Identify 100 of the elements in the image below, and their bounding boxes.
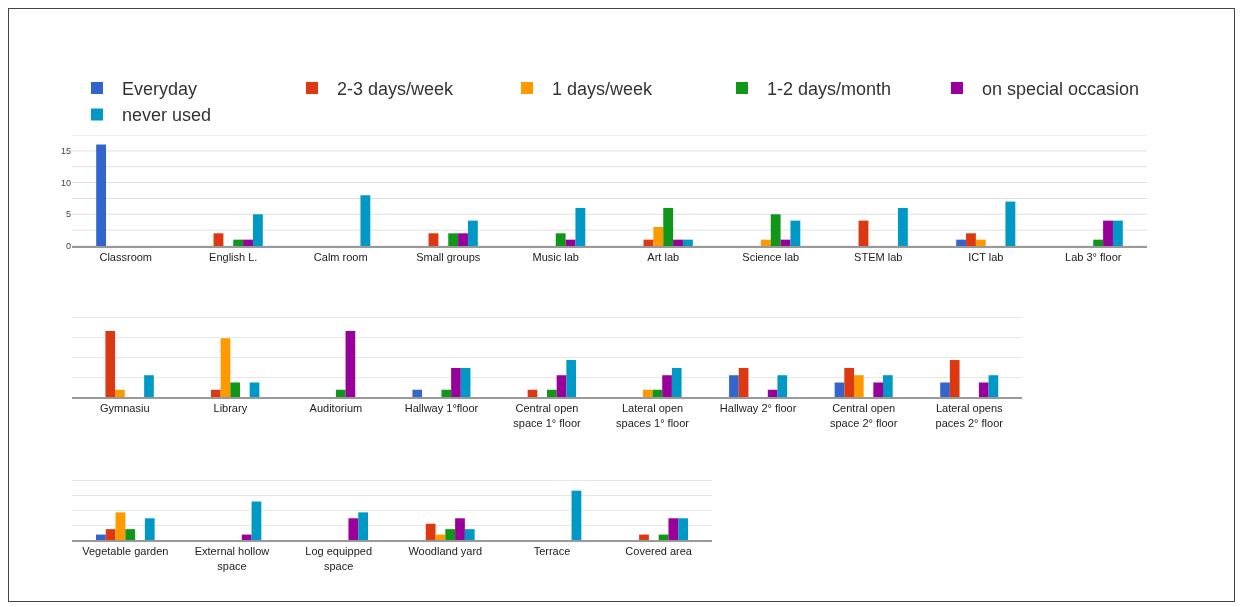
x-tick-label: Vegetable garden bbox=[82, 545, 169, 558]
y-tick-label: 5 bbox=[65, 209, 71, 220]
legend-label: Everyday bbox=[122, 79, 198, 99]
bar bbox=[652, 389, 663, 397]
bar bbox=[949, 360, 960, 397]
bar bbox=[678, 518, 688, 540]
bar bbox=[1005, 201, 1016, 246]
bar bbox=[345, 331, 356, 397]
bar bbox=[115, 389, 125, 397]
bar bbox=[858, 220, 869, 246]
bar bbox=[252, 214, 263, 246]
bar bbox=[358, 512, 368, 540]
x-tick-label: Art lab bbox=[647, 251, 680, 264]
bar bbox=[1093, 239, 1104, 246]
bar bbox=[547, 389, 557, 397]
bar bbox=[210, 389, 221, 397]
legend-label: 1-2 days/month bbox=[767, 79, 892, 99]
bar bbox=[883, 375, 893, 397]
bar bbox=[897, 207, 908, 246]
legend-label: on special occasion bbox=[982, 79, 1140, 99]
bar bbox=[115, 512, 126, 540]
bar bbox=[575, 207, 586, 246]
bar bbox=[458, 233, 468, 246]
x-tick-label: Woodland yard bbox=[408, 545, 483, 558]
bar bbox=[233, 239, 244, 246]
bar bbox=[671, 367, 682, 397]
bar bbox=[956, 239, 967, 246]
x-tick-label: Classroom bbox=[99, 251, 153, 264]
bar bbox=[451, 367, 461, 397]
bar bbox=[642, 389, 653, 397]
bar bbox=[105, 529, 116, 540]
legend-label: never used bbox=[122, 105, 212, 126]
bar bbox=[230, 382, 241, 397]
bar bbox=[144, 518, 155, 540]
bar bbox=[360, 195, 371, 246]
legend-label: 2-3 days/week bbox=[337, 79, 455, 99]
x-tick-label: Library bbox=[213, 402, 248, 415]
x-tick-label: Lateral open spaces 1° floor bbox=[616, 402, 690, 429]
bar bbox=[125, 529, 136, 540]
x-tick-label: Music lab bbox=[532, 251, 579, 264]
y-tick-label: 15 bbox=[60, 146, 71, 157]
bar bbox=[940, 382, 950, 397]
bar bbox=[464, 529, 475, 540]
bar bbox=[428, 233, 439, 246]
bar bbox=[556, 375, 567, 397]
bar bbox=[425, 523, 436, 540]
x-tick-label: ICT lab bbox=[968, 251, 1004, 264]
bar bbox=[729, 375, 739, 397]
bar bbox=[445, 529, 456, 540]
bar bbox=[767, 389, 778, 397]
x-tick-label: Lateral opens paces 2° floor bbox=[935, 402, 1004, 429]
x-tick-label: STEM lab bbox=[854, 251, 903, 264]
bar bbox=[988, 375, 999, 397]
x-tick-label: Central open space 2° floor bbox=[829, 402, 898, 429]
bar bbox=[220, 338, 231, 397]
y-tick-label: 0 bbox=[65, 241, 71, 252]
bar bbox=[790, 220, 801, 246]
bar bbox=[441, 389, 452, 397]
x-tick-label: Terrace bbox=[533, 545, 571, 558]
bar bbox=[777, 375, 788, 397]
bar bbox=[335, 389, 346, 397]
legend-label: 1 days/week bbox=[552, 79, 654, 99]
bar bbox=[639, 534, 649, 540]
bar bbox=[844, 367, 854, 397]
bar bbox=[966, 233, 976, 246]
bar bbox=[571, 490, 582, 540]
bar bbox=[96, 534, 106, 540]
bar bbox=[738, 367, 749, 397]
bar bbox=[1103, 220, 1113, 246]
x-tick-label: Hallway 1°floor bbox=[404, 402, 479, 415]
x-tick-label: Small groups bbox=[416, 251, 481, 264]
bar bbox=[96, 144, 107, 246]
bar bbox=[653, 226, 664, 246]
bar bbox=[348, 518, 359, 540]
x-tick-label: English L. bbox=[209, 251, 258, 264]
bar bbox=[105, 331, 116, 397]
bar bbox=[873, 382, 884, 397]
bar bbox=[527, 389, 538, 397]
bar bbox=[448, 233, 459, 246]
bar bbox=[668, 518, 679, 540]
bar bbox=[853, 375, 864, 397]
bar bbox=[682, 239, 693, 246]
bar bbox=[760, 239, 771, 246]
x-tick-label: Log equipped space bbox=[305, 545, 373, 572]
bar bbox=[770, 214, 781, 246]
bar bbox=[1112, 220, 1123, 246]
y-tick-label: 10 bbox=[60, 177, 71, 188]
bar bbox=[978, 382, 989, 397]
bar bbox=[455, 518, 465, 540]
x-tick-label: Covered area bbox=[625, 545, 693, 558]
bar bbox=[249, 382, 260, 397]
bar bbox=[243, 239, 253, 246]
x-tick-label: Central open space 1° floor bbox=[513, 402, 582, 429]
bar bbox=[251, 501, 262, 540]
x-tick-label: External hollow space bbox=[194, 545, 270, 572]
x-tick-label: Auditorium bbox=[309, 402, 363, 415]
bar bbox=[663, 207, 674, 246]
bar bbox=[467, 220, 478, 246]
bar bbox=[412, 389, 423, 397]
bar bbox=[555, 233, 566, 246]
